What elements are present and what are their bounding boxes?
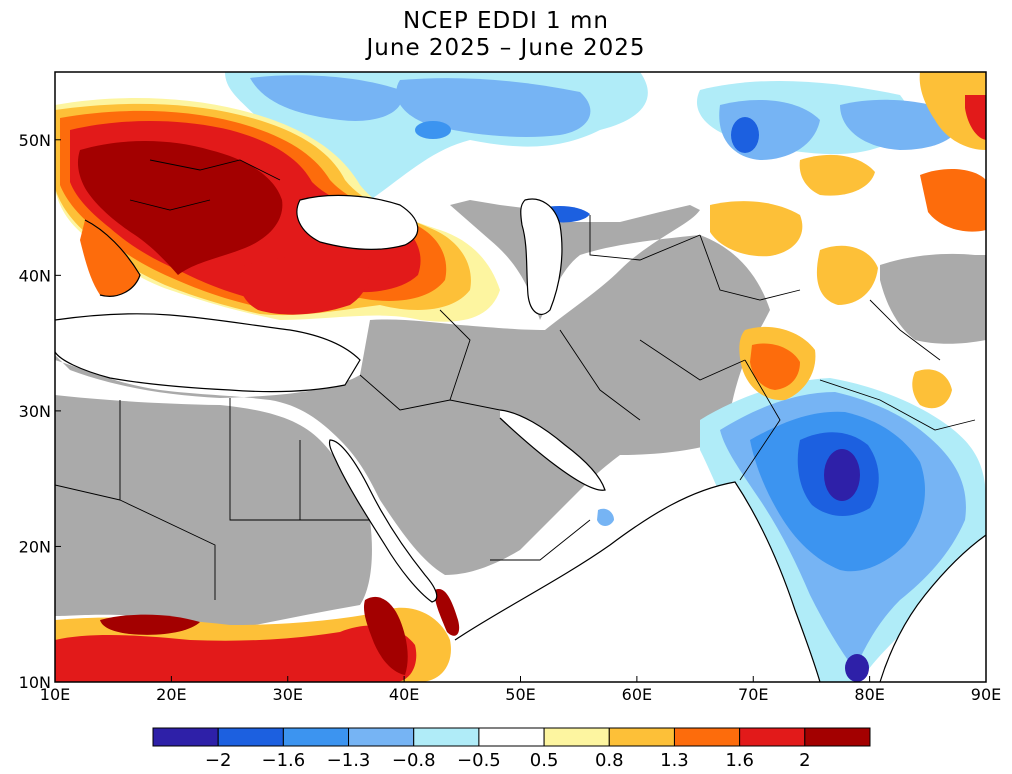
field-dark-red-sahel (100, 614, 200, 635)
y-tick-label: 20N (19, 537, 51, 556)
field-orange-central-asia (710, 201, 803, 257)
colorbar-label: 1.3 (660, 750, 689, 771)
colorbar-label: 2 (799, 750, 810, 771)
colorbar-swatch (413, 727, 480, 747)
masked-china (880, 253, 986, 344)
y-tick-label: 40N (19, 266, 51, 285)
colorbar-label: −1.3 (327, 750, 371, 771)
colorbar: −2 −1.6 −1.3 −0.8 −0.5 0.5 0.8 1.3 1.6 2 (152, 727, 871, 771)
x-tick-label: 50E (505, 685, 535, 704)
arabian-sea (455, 482, 820, 682)
colorbar-swatch (804, 727, 871, 747)
y-axis: 10N 20N 30N 40N 50N (19, 131, 61, 692)
x-tick-label: 80E (854, 685, 884, 704)
field-red-northeast-corner (965, 95, 986, 140)
x-tick-label: 30E (273, 685, 303, 704)
masked-dry-region (55, 200, 770, 575)
field-orange-tibet-west (816, 245, 878, 305)
colorbar-label: −0.8 (392, 750, 436, 771)
colorbar-swatch (217, 727, 284, 747)
field-deepest-blue-south (845, 654, 869, 682)
black-sea (296, 195, 418, 250)
field-orange-east (920, 168, 986, 232)
field-red-yemen (434, 589, 460, 636)
field-blue-north-2 (396, 78, 591, 137)
field-orange-italy (80, 220, 140, 297)
colorbar-swatch (608, 727, 675, 747)
persian-gulf (500, 410, 605, 491)
colorbar-swatch (543, 727, 610, 747)
colorbar-swatch (348, 727, 415, 747)
x-tick-label: 40E (389, 685, 419, 704)
field-red-sahel (55, 625, 417, 682)
red-sea (329, 440, 437, 602)
colorbar-swatch (673, 727, 741, 747)
field-orange-xinjiang (799, 154, 875, 196)
x-tick-label: 10E (40, 685, 70, 704)
x-tick-label: 60E (622, 685, 652, 704)
colorbar-label: 0.8 (595, 750, 624, 771)
colorbar-swatch (478, 727, 545, 747)
colorbar-swatch (739, 727, 806, 747)
field-orange-northeast-corner (919, 72, 986, 150)
y-tick-label: 50N (19, 131, 51, 150)
colorbar-swatch (152, 727, 219, 747)
field-small-blue-oman (597, 508, 614, 526)
field-red-turkey (239, 253, 370, 315)
field-orange-bangladesh (912, 369, 952, 409)
map-fields (55, 72, 986, 682)
field-deepest-blue-india (824, 449, 860, 501)
colorbar-label: 0.5 (530, 750, 559, 771)
y-tick-label: 30N (19, 402, 51, 421)
x-tick-label: 20E (156, 685, 186, 704)
y-tick-label: 10N (19, 673, 51, 692)
x-tick-label: 70E (738, 685, 768, 704)
field-dark-red-balkans (77, 141, 283, 275)
caspian-sea (520, 199, 562, 315)
bay-of-bengal (880, 535, 986, 682)
field-dark-blue-spot-north (731, 117, 759, 153)
field-blue-spot-north (415, 121, 451, 139)
country-borders (55, 159, 976, 600)
field-blue-north (250, 75, 402, 121)
field-dark-red-ethiopia (363, 596, 408, 675)
colorbar-label: −1.6 (262, 750, 306, 771)
mediterranean-sea (55, 313, 360, 392)
masked-africa-south (55, 395, 372, 629)
colorbar-label: −2 (205, 750, 232, 771)
colorbar-swatch (282, 727, 350, 747)
map-subtitle: June 2025 – June 2025 (366, 35, 646, 61)
colorbar-label: 1.6 (725, 750, 754, 771)
colorbar-label: −0.5 (457, 750, 501, 771)
x-tick-label: 90E (971, 685, 1001, 704)
coastlines (55, 194, 986, 682)
field-red-pakistan (750, 343, 800, 390)
x-axis: 10E 20E 30E 40E 50E 60E 70E 80E 90E (40, 676, 1001, 704)
map-title: NCEP EDDI 1 mn (403, 8, 609, 34)
